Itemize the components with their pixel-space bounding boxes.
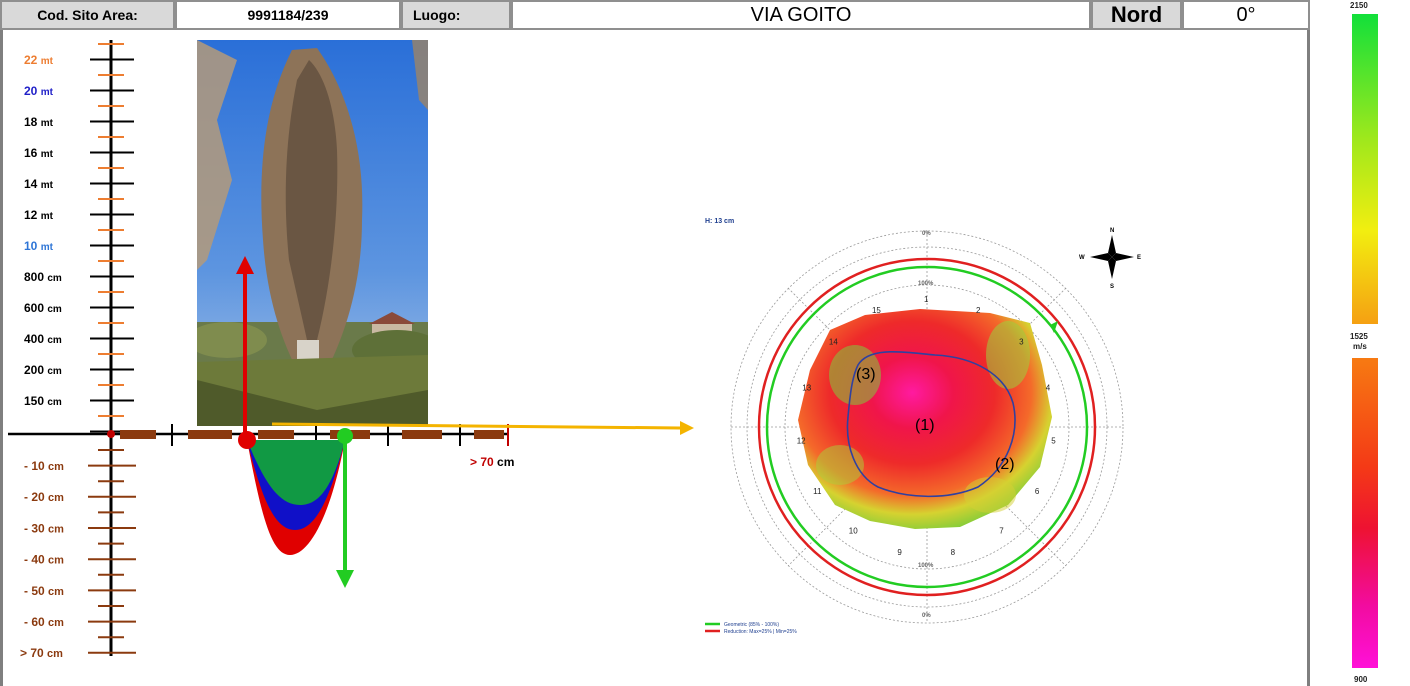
svg-text:E: E <box>1137 255 1141 261</box>
tree-photo <box>197 40 428 426</box>
place-value: VIA GOITO <box>511 0 1091 30</box>
site-code-value: 9991184/239 <box>175 0 401 30</box>
sensor-label: 1 <box>924 295 929 304</box>
geometric-ring <box>765 265 1089 589</box>
north-label: Nord <box>1091 0 1182 30</box>
tomogram-legend: Geometric (85% - 100%) Reduction: Max=25… <box>705 622 797 635</box>
sensor-label: 6 <box>1035 487 1040 496</box>
yellow-arrow-icon <box>680 421 694 435</box>
root-zone-green <box>247 440 345 505</box>
velocity-bar-lower <box>1352 358 1378 668</box>
region-label-2: (2) <box>995 456 1015 473</box>
scale-bottom-label: 900 <box>1354 675 1368 684</box>
svg-text:100%: 100% <box>918 281 934 287</box>
depth-label: - 30 cm <box>24 521 64 535</box>
info-header: Cod. Sito Area: 9991184/239 Luogo: VIA G… <box>0 0 1310 30</box>
height-label: 600 cm <box>24 301 62 315</box>
sensor-label: 12 <box>797 436 806 445</box>
height-label: 12 mt <box>24 208 54 222</box>
depth-label: - 60 cm <box>24 615 64 629</box>
depth-label: - 10 cm <box>24 459 64 473</box>
compass-rose-icon: N S E W <box>1079 228 1141 290</box>
svg-text:S: S <box>1110 284 1114 290</box>
height-label: 22 mt <box>24 53 54 67</box>
height-label: 800 cm <box>24 270 62 284</box>
height-labels: 22 mt 20 mt 18 mt 16 mt 14 mt 12 mt 10 mt 800 c… <box>24 53 62 408</box>
height-label: 16 mt <box>24 146 54 160</box>
diagram-frame <box>0 30 1310 686</box>
sensor-label: 14 <box>829 337 838 346</box>
sensor-label: 5 <box>1051 436 1056 445</box>
scale-mid-label: 1525 <box>1350 332 1368 341</box>
north-value: 0° <box>1182 0 1310 30</box>
height-label: 20 mt <box>24 84 54 98</box>
svg-text:100%: 100% <box>918 563 934 569</box>
height-ticks <box>90 43 134 433</box>
height-label: 200 cm <box>24 363 62 377</box>
svg-text:0%: 0% <box>922 613 931 619</box>
height-label: 400 cm <box>24 332 62 346</box>
sensor-label: 8 <box>951 548 956 557</box>
height-label: 18 mt <box>24 115 54 129</box>
velocity-bar-upper <box>1352 14 1378 324</box>
depth-labels: - 10 cm - 20 cm - 30 cm - 40 cm - 50 cm - 60 … <box>20 459 64 660</box>
depth-label: - 40 cm <box>24 553 64 567</box>
site-code-label: Cod. Sito Area: <box>0 0 175 30</box>
scale-top-label: 2150 <box>1350 1 1368 10</box>
svg-text:Geometric (85% - 100%): Geometric (85% - 100%) <box>724 622 779 628</box>
direction-arrow-icon <box>1050 321 1058 333</box>
reduction-ring <box>757 257 1097 597</box>
place-label: Luogo: <box>401 0 511 30</box>
height-label: 150 cm <box>24 394 62 408</box>
region-label-3: (3) <box>856 366 876 383</box>
depth-label: > 70 cm <box>20 646 63 660</box>
height-label: 10 mt <box>24 239 54 253</box>
height-note: H: 13 cm <box>705 218 734 225</box>
height-label: 14 mt <box>24 177 54 191</box>
svg-text:N: N <box>1110 228 1114 234</box>
sensor-label: 9 <box>897 548 902 557</box>
depth-label: - 20 cm <box>24 490 64 504</box>
sensor-label: 10 <box>849 527 858 536</box>
sensor-label: 15 <box>872 306 881 315</box>
svg-text:W: W <box>1079 255 1085 261</box>
depth-label: - 50 cm <box>24 584 64 598</box>
region-label-1: (1) <box>915 417 935 434</box>
scale-unit-label: m/s <box>1353 342 1367 351</box>
blue-contour <box>846 350 1016 498</box>
sensor-label: 4 <box>1046 383 1051 392</box>
green-arrow-icon <box>336 570 354 588</box>
sensor-label: 7 <box>999 527 1004 536</box>
horizontal-end-label: > 70 cm <box>470 455 514 469</box>
sensor-label: 2 <box>976 306 981 315</box>
height-depth-diagram: 22 mt 20 mt 18 mt 16 mt 14 mt 12 mt 10 mt 800 c… <box>8 40 694 660</box>
depth-ticks <box>88 449 136 654</box>
red-arrow-icon <box>236 256 254 274</box>
svg-text:0%: 0% <box>922 231 931 237</box>
sensor-label: 11 <box>813 487 822 496</box>
svg-text:Reduction: Max=25% | Min=25%: Reduction: Max=25% | Min=25% <box>724 629 797 635</box>
sensor-label: 3 <box>1019 337 1024 346</box>
sensor-label: 13 <box>802 383 811 392</box>
tomogram: H: 13 cm 0% 100% 100% 0% 123456789101112… <box>705 218 1141 635</box>
